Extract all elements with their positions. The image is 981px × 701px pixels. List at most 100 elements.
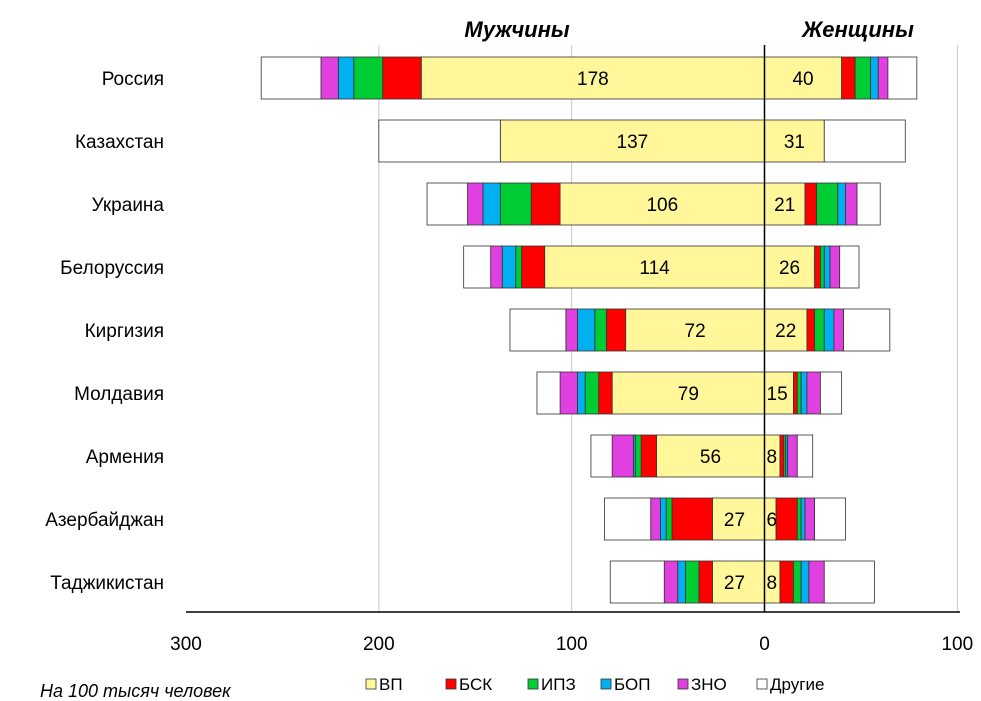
bar-men-bsk: [640, 434, 657, 478]
bar-men-zno: [565, 308, 578, 352]
bar-men-bsk: [598, 371, 613, 415]
bar-men-bop: [659, 497, 667, 541]
bar-men-other: [590, 434, 613, 478]
bar-men-bsk: [698, 560, 713, 604]
bar-men-bop: [577, 308, 596, 352]
bar-women-ipz: [820, 245, 825, 289]
bar-men-bop: [482, 182, 501, 226]
value-label-men-vp: 178: [577, 69, 609, 90]
bar-women-bsk: [841, 56, 856, 100]
bar-women-bsk: [804, 182, 817, 226]
bar-women-bsk: [775, 497, 798, 541]
legend-label-ipz: ИПЗ: [541, 675, 576, 694]
bar-men-zno: [467, 182, 484, 226]
bar-women-bsk: [779, 560, 794, 604]
bar-men-bop: [501, 245, 517, 289]
value-label-men-vp: 27: [724, 573, 745, 594]
value-label-men-vp: 56: [700, 447, 721, 468]
bar-women-bsk: [779, 434, 785, 478]
legend-swatch-bsk: [445, 678, 457, 690]
bar-women-zno: [808, 560, 825, 604]
bar-women-bop: [870, 56, 879, 100]
bar-women-ipz: [814, 308, 825, 352]
bar-women-zno: [806, 371, 821, 415]
men-header: Мужчины: [464, 17, 570, 42]
bar-men-bsk: [382, 56, 422, 100]
value-label-women-vp: 26: [779, 258, 800, 279]
bar-men-vp: [712, 497, 765, 541]
bar-men-bop: [677, 560, 686, 604]
value-label-men-vp: 114: [639, 258, 670, 279]
bar-women-ipz: [854, 56, 871, 100]
value-label-women-vp: 31: [784, 132, 805, 153]
bar-women-bsk: [793, 371, 798, 415]
legend-swatch-other: [756, 678, 768, 690]
value-label-women-vp: 8: [767, 447, 778, 468]
bar-women-ipz: [796, 371, 802, 415]
bar-men-vp: [544, 245, 765, 289]
bar-men-ipz: [685, 560, 700, 604]
bar-women-vp: [764, 182, 806, 226]
bar-women-zno: [833, 308, 844, 352]
legend-label-vp: ВП: [379, 675, 403, 694]
bar-women-vp: [764, 371, 794, 415]
bar-men-bsk: [671, 497, 713, 541]
bar-women-zno: [787, 434, 798, 478]
bar-men-other: [378, 119, 501, 163]
bar-women-ipz: [796, 497, 802, 541]
bar-women-other: [887, 56, 918, 100]
legend-swatch-vp: [365, 678, 377, 690]
category-label: Киргизия: [85, 321, 164, 342]
bar-women-ipz: [793, 560, 802, 604]
bar-women-zno: [829, 245, 841, 289]
bar-men-other: [260, 56, 322, 100]
bar-women-bsk: [806, 308, 816, 352]
bar-women-bop: [823, 308, 835, 352]
bar-segments: [260, 56, 918, 604]
bar-men-ipz: [515, 245, 522, 289]
women-header: Женщины: [801, 17, 914, 42]
value-label-men-vp: 137: [617, 132, 649, 153]
category-label: Молдавия: [74, 384, 164, 405]
bar-men-ipz: [499, 182, 532, 226]
value-label-women-vp: 6: [767, 510, 778, 531]
bar-women-other: [814, 497, 846, 541]
value-label-men-vp: 27: [724, 510, 745, 531]
value-label-women-vp: 21: [774, 195, 795, 216]
legend: ВП БСК ИПЗ БОП ЗНО Другие: [365, 675, 824, 694]
bar-men-vp: [656, 434, 765, 478]
x-tick-label: 300: [170, 634, 202, 655]
bar-men-other: [509, 308, 567, 352]
bar-men-zno: [611, 434, 634, 478]
bar-men-vp: [611, 371, 765, 415]
legend-label-other: Другие: [770, 675, 824, 694]
bar-men-other: [463, 245, 492, 289]
bar-women-bop: [800, 497, 806, 541]
bar-men-ipz: [594, 308, 607, 352]
bar-women-other: [823, 560, 875, 604]
legend-swatch-zno: [677, 678, 689, 690]
bar-women-bop: [823, 245, 831, 289]
bar-women-other: [856, 182, 881, 226]
bar-women-zno: [877, 56, 889, 100]
bar-men-zno: [559, 371, 578, 415]
bar-women-bop: [800, 560, 810, 604]
bar-women-bop: [800, 371, 808, 415]
bar-men-zno: [490, 245, 503, 289]
bar-women-other: [823, 119, 906, 163]
value-label-men-vp: 106: [646, 195, 678, 216]
legend-label-bop: БОП: [614, 675, 650, 694]
x-tick-label: 200: [363, 634, 395, 655]
category-label: Казахстан: [75, 132, 164, 153]
value-label-men-vp: 72: [685, 321, 706, 342]
bar-women-other: [796, 434, 814, 478]
category-label: Украина: [92, 195, 165, 216]
bar-women-other: [843, 308, 891, 352]
category-label: Таджикистан: [50, 573, 164, 594]
labels: Россия 178 40 Казахстан 137 31 Украина 106 21 Бел…: [45, 69, 813, 594]
bar-men-zno: [320, 56, 339, 100]
bar-men-bop: [577, 371, 586, 415]
bar-men-ipz: [665, 497, 673, 541]
bar-men-ipz: [634, 434, 642, 478]
